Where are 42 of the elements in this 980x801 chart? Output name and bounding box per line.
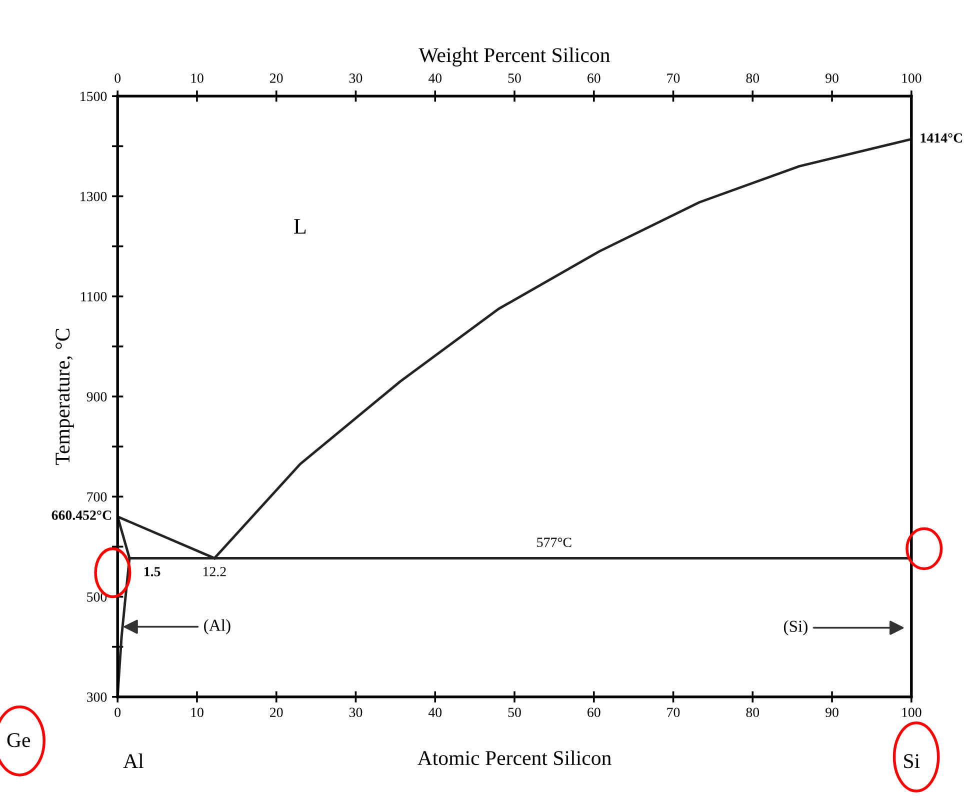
- x2-tick-label: 100: [902, 74, 922, 83]
- x-tick-label: 90: [826, 708, 838, 718]
- x-tick-label: 80: [746, 708, 760, 718]
- text: Ge: [7, 733, 30, 748]
- x2-tick-label: 0: [114, 74, 121, 83]
- text: Al: [123, 754, 144, 768]
- y-tick-label: 1500: [80, 92, 107, 102]
- x2-tick-label: 80: [746, 74, 760, 83]
- annotation: 660.452°C: [52, 510, 111, 520]
- x-tick-label: 50: [508, 708, 521, 718]
- x-tick-label: 40: [428, 708, 442, 718]
- x-tick-label: 70: [667, 708, 680, 718]
- x-tick-label: 30: [349, 708, 362, 718]
- x2-tick-label: 90: [826, 74, 838, 83]
- x2-tick-label: 60: [588, 74, 600, 83]
- y-tick-label: 700: [87, 492, 107, 502]
- annotation: (Si): [784, 620, 808, 636]
- x2-tick-label: 20: [270, 74, 283, 83]
- annotation: 1414°C: [920, 133, 962, 143]
- annotation: 1.5: [144, 567, 160, 576]
- x2-tick-label: 40: [428, 74, 442, 83]
- x2-tick-label: 50: [508, 74, 521, 83]
- x2-axis-title: Weight Percent Silicon: [418, 48, 610, 66]
- x-axis-title: Atomic Percent Silicon: [418, 750, 612, 766]
- y-tick-label: 300: [87, 692, 107, 702]
- x2-tick-label: 10: [191, 74, 204, 83]
- x-tick-label: 0: [114, 708, 121, 718]
- x2-tick-label: 30: [349, 74, 362, 83]
- x-tick-label: 20: [270, 708, 283, 718]
- y-tick-label: 1100: [81, 292, 107, 302]
- y-tick-label: 900: [86, 392, 107, 402]
- x2-tick-label: 70: [667, 74, 680, 83]
- annotation: (Al): [204, 619, 230, 634]
- text: Si: [904, 754, 920, 768]
- x-tick-label: 60: [588, 708, 600, 718]
- y-axis-title: Temperature, °C: [56, 328, 74, 465]
- annotation: L: [294, 219, 306, 234]
- x-tick-label: 100: [902, 708, 922, 718]
- y-tick-label: 1300: [80, 192, 107, 202]
- annotation: 12.2: [204, 566, 226, 576]
- annotation: 577°C: [537, 538, 572, 548]
- x-tick-label: 10: [191, 708, 204, 718]
